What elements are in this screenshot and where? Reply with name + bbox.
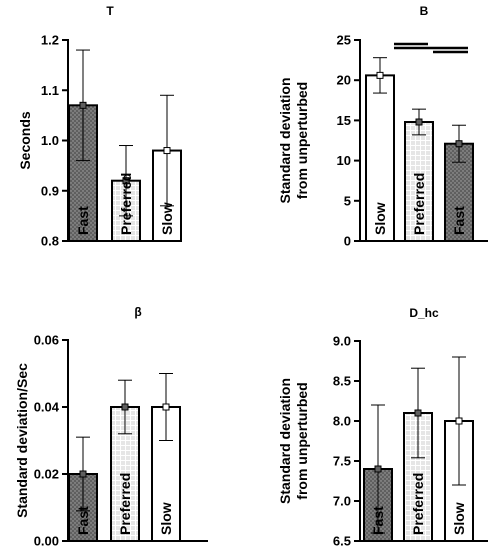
y-axis-label: Standard deviationfrom unperturbed: [277, 378, 310, 504]
y-tick-label: 0.8: [41, 234, 59, 249]
y-tick-label: 7.0: [333, 494, 351, 509]
y-tick-label: 8.5: [333, 374, 351, 389]
mean-marker: [414, 409, 422, 417]
bar-preferred: [404, 121, 434, 242]
bar-label: Fast: [75, 206, 91, 235]
y-tick-label: 0.06: [34, 333, 59, 348]
bar-label: Preferred: [117, 473, 133, 535]
y-tick-label: 0.00: [34, 534, 59, 549]
y-tick-label: 7.5: [333, 454, 351, 469]
chart-panel-3: D_hc Standard deviationfrom unperturbed 6.…: [277, 306, 488, 549]
y-tick-label: 1.2: [41, 33, 59, 48]
chart-title: β: [134, 305, 141, 319]
chart-panel-2: β Standard deviation/Sec 0.00 0.02 0.04 0.06 F…: [14, 305, 208, 549]
bar-label: Slow: [158, 502, 174, 535]
bar-label: Fast: [451, 206, 467, 235]
mean-marker: [121, 403, 129, 411]
y-tick-label: 9.0: [333, 334, 351, 349]
y-axis-label: Standard deviationfrom unperturbed: [277, 77, 310, 203]
bar-label: Slow: [372, 202, 388, 235]
mean-marker: [415, 118, 423, 126]
y-tick-label: 1.1: [41, 83, 59, 98]
chart-title: T: [106, 4, 114, 18]
y-tick-label: 15: [337, 113, 351, 128]
bar-label: Slow: [451, 502, 467, 535]
mean-marker: [163, 147, 171, 155]
bar-label: Slow: [159, 202, 175, 235]
chart-panel-0: T Seconds 0.8 0.9 1.0 1.1 1.2 Fast Preferred Slow: [17, 4, 182, 249]
bar-label: Preferred: [410, 473, 426, 535]
bar-label: Fast: [370, 506, 386, 535]
mean-marker: [122, 177, 130, 185]
y-axis-label: Seconds: [17, 111, 33, 170]
y-tick-label: 25: [337, 33, 351, 48]
mean-marker: [374, 465, 382, 473]
y-tick-label: 0.9: [41, 183, 59, 198]
chart-panel-1: B Standard deviationfrom unperturbed 0 5 10 1…: [277, 4, 488, 249]
bar-label: Preferred: [118, 173, 134, 235]
mean-marker: [376, 71, 384, 79]
bar-label: Fast: [75, 506, 91, 535]
y-tick-label: 20: [337, 73, 351, 88]
y-tick-label: 5: [344, 193, 351, 208]
mean-marker: [79, 101, 87, 109]
chart-title: B: [420, 4, 429, 18]
y-tick-label: 10: [337, 153, 351, 168]
y-tick-label: 1.0: [41, 133, 59, 148]
y-tick-label: 8.0: [333, 414, 351, 429]
y-axis-label: Standard deviation/Sec: [14, 363, 30, 518]
bar-label: Preferred: [411, 173, 427, 235]
mean-marker: [162, 403, 170, 411]
bar-slow: [365, 74, 395, 242]
mean-marker: [79, 470, 87, 478]
chart-title: D_hc: [409, 306, 439, 320]
mean-marker: [455, 140, 463, 148]
y-tick-label: 0.02: [34, 467, 59, 482]
y-tick-label: 6.5: [333, 534, 351, 549]
mean-marker: [455, 417, 463, 425]
y-tick-label: 0: [344, 234, 351, 249]
y-tick-label: 0.04: [34, 400, 60, 415]
